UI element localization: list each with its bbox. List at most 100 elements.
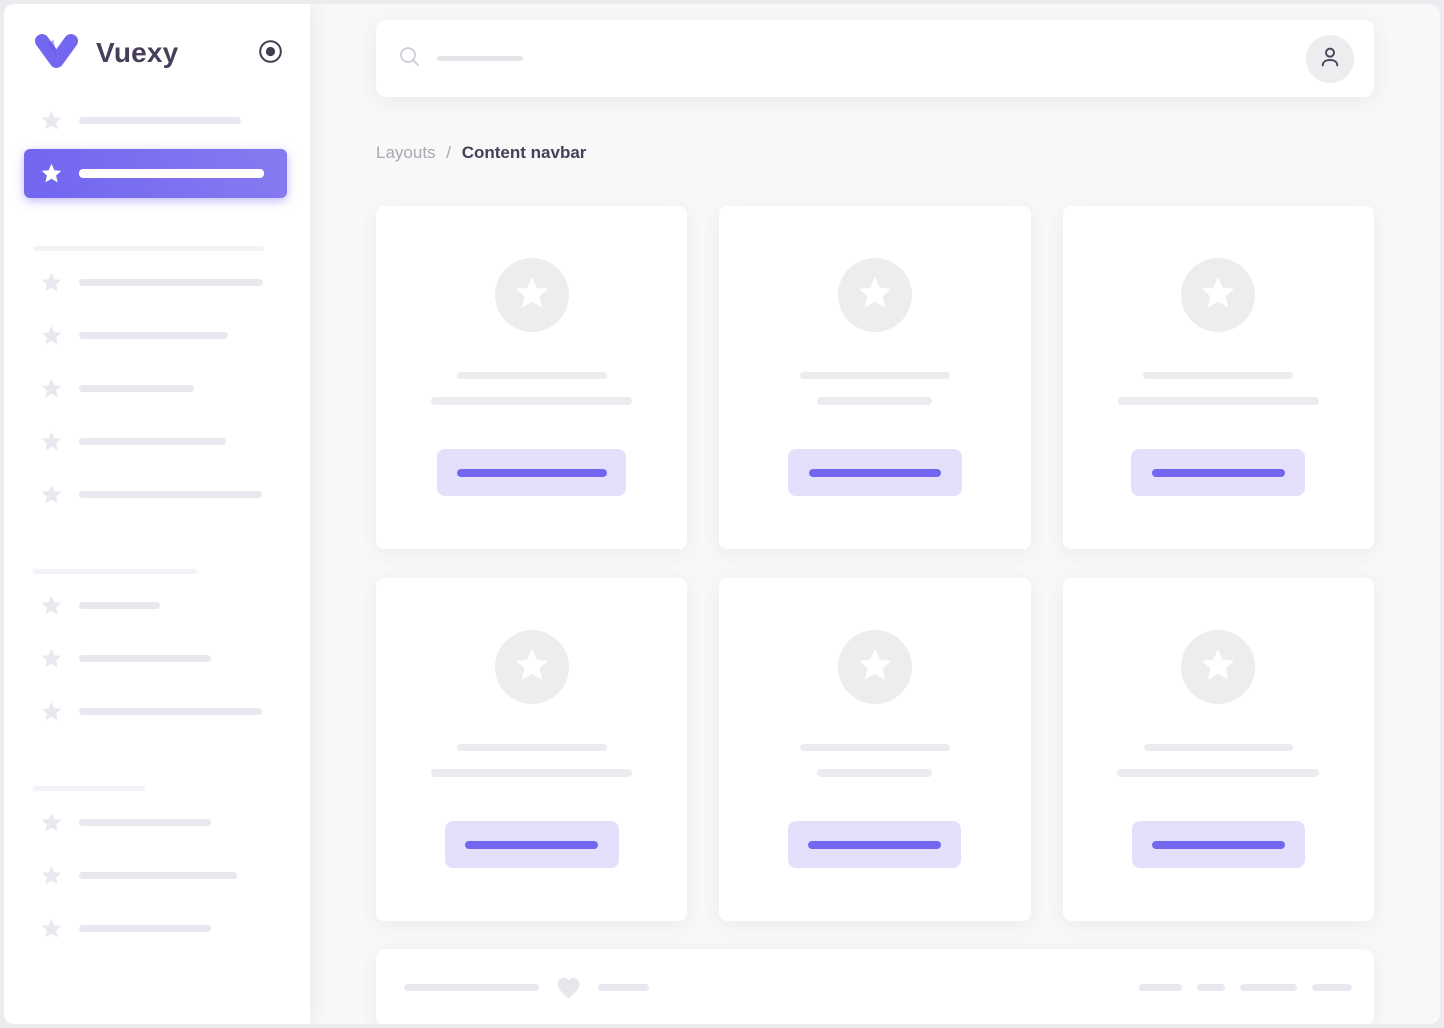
card-subtitle-bar <box>431 769 633 777</box>
menu-item-label-bar <box>79 332 228 339</box>
star-icon <box>40 324 63 347</box>
star-icon <box>856 646 894 689</box>
sidebar-menu-item[interactable] <box>24 256 287 309</box>
sidebar-menu-item[interactable] <box>24 468 287 521</box>
card-avatar <box>1181 258 1256 332</box>
sidebar-menu-item[interactable] <box>24 415 287 468</box>
user-icon <box>1317 44 1343 73</box>
breadcrumb: Layouts / Content navbar <box>376 143 1374 163</box>
star-icon <box>40 700 63 723</box>
card-title-bar <box>1143 372 1294 379</box>
star-icon <box>40 483 63 506</box>
card-avatar <box>837 630 912 704</box>
sidebar-menu-item[interactable] <box>24 362 287 415</box>
demo-card <box>1062 206 1374 549</box>
demo-card <box>1062 578 1374 921</box>
search-icon <box>399 46 420 72</box>
card-grid <box>376 206 1374 921</box>
breadcrumb-separator: / <box>441 143 456 162</box>
star-icon <box>1199 274 1237 317</box>
sidebar-menu-item[interactable] <box>24 902 287 955</box>
menu-item-label-bar <box>79 925 211 932</box>
star-icon <box>40 594 63 617</box>
card-subtitle-bar <box>431 397 633 405</box>
menu-item-label-bar <box>79 385 194 392</box>
card-subtitle-bar <box>1117 397 1319 405</box>
search-input[interactable] <box>399 46 1306 72</box>
sidebar: Vuexy <box>4 4 310 1024</box>
demo-card <box>719 206 1031 549</box>
card-title-bar <box>799 372 950 379</box>
sidebar-menu-item[interactable] <box>24 149 287 198</box>
sidebar-menu-item[interactable] <box>24 632 287 685</box>
footer-link-bar[interactable] <box>1139 984 1182 991</box>
menu-item-label-bar <box>79 655 211 662</box>
star-icon <box>40 811 63 834</box>
card-title-bar <box>456 372 607 379</box>
card-title-bar <box>1143 744 1293 751</box>
menu-item-label-bar <box>79 279 263 286</box>
sidebar-menu-item[interactable] <box>24 685 287 738</box>
brand-logo-link[interactable]: Vuexy <box>34 33 178 74</box>
footer-left <box>404 974 649 1001</box>
card-title-bar <box>456 744 607 751</box>
footer-text-bar <box>598 984 649 991</box>
menu-item-label-bar <box>79 819 211 826</box>
star-icon <box>40 647 63 670</box>
menu-item-label-bar <box>79 491 262 498</box>
button-label-bar <box>465 840 599 849</box>
card-subtitle-bar <box>817 397 933 405</box>
menu-item-label-bar <box>79 872 237 879</box>
sidebar-section-divider-bar <box>33 786 145 791</box>
card-action-button[interactable] <box>787 449 962 496</box>
card-action-button[interactable] <box>1131 821 1305 868</box>
star-icon <box>40 162 63 185</box>
record-circle-icon <box>258 39 283 67</box>
star-icon <box>40 377 63 400</box>
menu-item-label-bar <box>79 708 262 715</box>
sidebar-menu-item[interactable] <box>24 579 287 632</box>
card-title-bar <box>799 744 950 751</box>
menu-pin-toggle-button[interactable] <box>258 39 283 67</box>
footer-link-bar[interactable] <box>1240 984 1297 991</box>
page-footer <box>376 949 1374 1024</box>
top-navbar <box>376 20 1374 97</box>
card-action-button[interactable] <box>1131 449 1306 496</box>
card-avatar <box>494 258 569 332</box>
footer-right <box>1139 984 1352 991</box>
star-icon <box>513 274 551 317</box>
breadcrumb-parent-link[interactable]: Layouts <box>376 143 436 162</box>
sidebar-menu-item[interactable] <box>24 796 287 849</box>
card-action-button[interactable] <box>788 821 962 868</box>
star-icon <box>40 864 63 887</box>
star-icon <box>1199 646 1237 689</box>
button-label-bar <box>808 468 941 477</box>
user-menu-button[interactable] <box>1306 34 1354 83</box>
card-avatar <box>837 258 912 332</box>
menu-item-label-bar <box>79 169 264 178</box>
menu-item-label-bar <box>79 117 241 124</box>
button-label-bar <box>808 840 942 849</box>
breadcrumb-current: Content navbar <box>461 143 587 162</box>
button-label-bar <box>1151 840 1285 849</box>
card-subtitle-bar <box>817 769 933 777</box>
sidebar-menu-item[interactable] <box>24 309 287 362</box>
menu-item-label-bar <box>79 602 160 609</box>
star-icon <box>40 109 63 132</box>
vuexy-v-icon <box>34 33 79 74</box>
card-action-button[interactable] <box>437 449 627 496</box>
card-subtitle-bar <box>1117 769 1320 777</box>
brand-logo-text: Vuexy <box>96 37 179 68</box>
card-avatar <box>1181 630 1256 704</box>
star-icon <box>856 274 894 317</box>
star-icon <box>40 430 63 453</box>
sidebar-menu-item[interactable] <box>24 94 287 147</box>
footer-link-bar[interactable] <box>1312 984 1352 991</box>
star-icon <box>513 646 551 689</box>
sidebar-menu-item[interactable] <box>24 849 287 902</box>
search-placeholder-bar <box>437 56 523 61</box>
demo-card <box>719 578 1031 921</box>
star-icon <box>40 917 63 940</box>
footer-link-bar[interactable] <box>1197 984 1225 991</box>
card-action-button[interactable] <box>444 821 619 868</box>
